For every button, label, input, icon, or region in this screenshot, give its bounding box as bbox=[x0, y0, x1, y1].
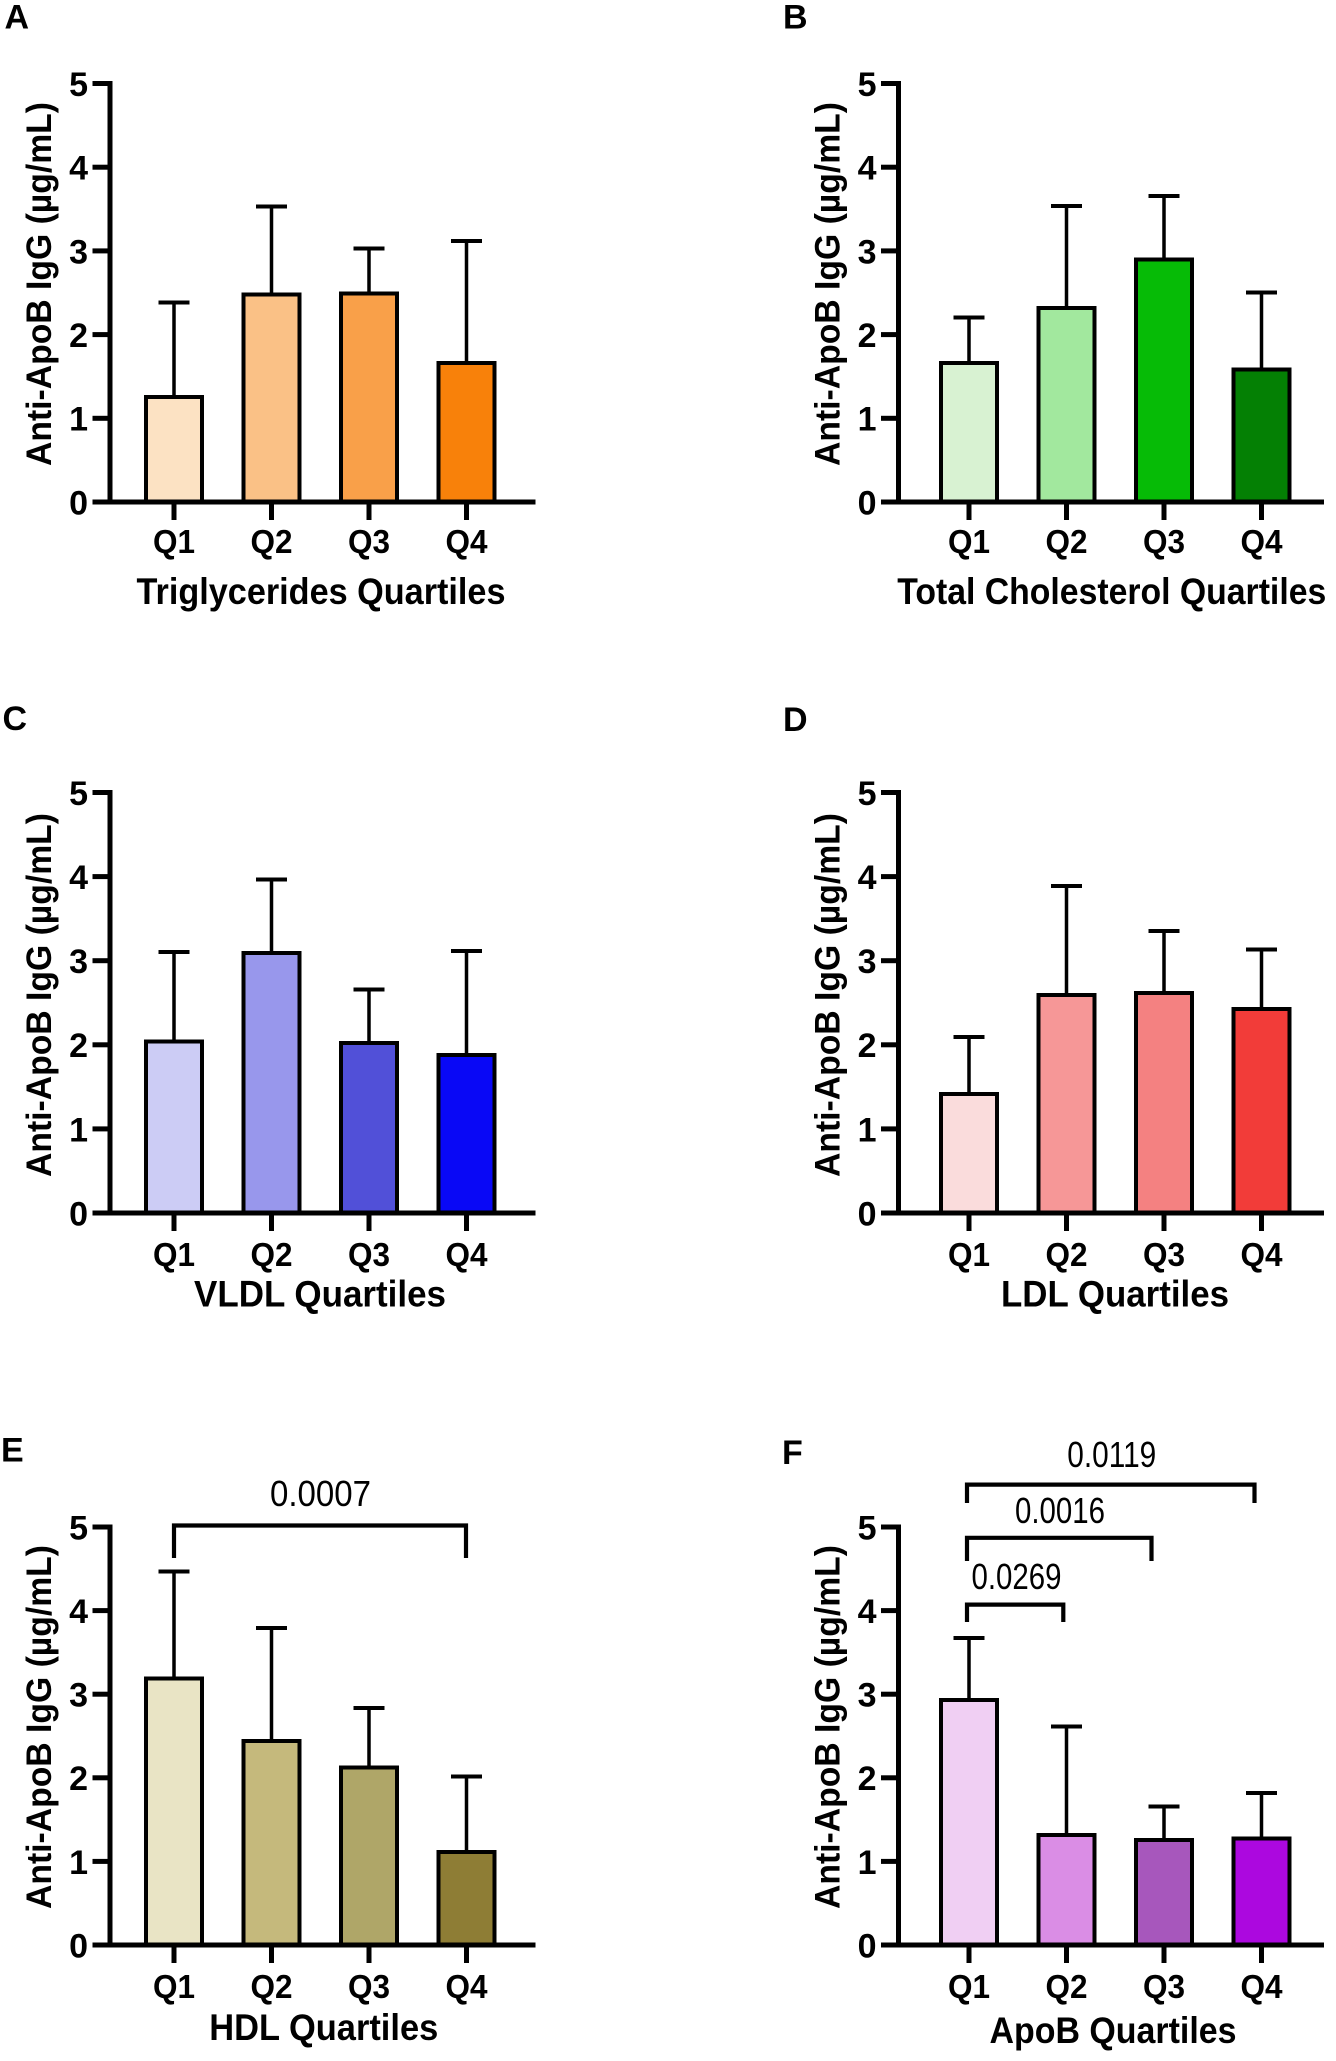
svg-text:Q4: Q4 bbox=[446, 1236, 489, 1273]
svg-text:Triglycerides Quartiles: Triglycerides Quartiles bbox=[137, 571, 506, 612]
svg-text:Q2: Q2 bbox=[251, 523, 293, 560]
svg-text:3: 3 bbox=[858, 943, 877, 981]
svg-text:0: 0 bbox=[69, 1927, 88, 1965]
svg-text:C: C bbox=[3, 700, 28, 738]
svg-text:2: 2 bbox=[858, 1760, 877, 1798]
svg-text:ApoB Quartiles: ApoB Quartiles bbox=[990, 2010, 1237, 2051]
svg-text:0: 0 bbox=[858, 1195, 877, 1233]
svg-text:5: 5 bbox=[69, 1509, 88, 1547]
svg-text:Q2: Q2 bbox=[251, 1236, 293, 1273]
svg-text:1: 1 bbox=[69, 1111, 88, 1149]
svg-text:0: 0 bbox=[858, 1927, 877, 1965]
svg-text:4: 4 bbox=[69, 859, 88, 897]
svg-text:5: 5 bbox=[69, 66, 88, 104]
svg-text:Q1: Q1 bbox=[153, 1236, 195, 1273]
svg-text:Q4: Q4 bbox=[446, 523, 489, 560]
svg-text:3: 3 bbox=[69, 943, 88, 981]
svg-text:1: 1 bbox=[69, 1844, 88, 1882]
svg-text:Q2: Q2 bbox=[1046, 523, 1088, 560]
svg-text:5: 5 bbox=[858, 66, 877, 104]
svg-text:0.0016: 0.0016 bbox=[1015, 1490, 1105, 1531]
svg-text:Q4: Q4 bbox=[1241, 523, 1284, 560]
svg-text:1: 1 bbox=[69, 401, 88, 439]
svg-text:0: 0 bbox=[69, 1195, 88, 1233]
svg-text:Q2: Q2 bbox=[1046, 1236, 1088, 1273]
svg-text:Q1: Q1 bbox=[948, 1236, 990, 1273]
svg-text:2: 2 bbox=[69, 1760, 88, 1798]
svg-text:Q3: Q3 bbox=[348, 523, 390, 560]
svg-text:1: 1 bbox=[858, 1844, 877, 1882]
svg-text:E: E bbox=[1, 1432, 24, 1470]
svg-text:Q2: Q2 bbox=[1046, 1968, 1088, 2005]
svg-text:5: 5 bbox=[858, 1509, 877, 1547]
svg-text:F: F bbox=[782, 1434, 803, 1472]
svg-text:A: A bbox=[5, 0, 30, 37]
svg-text:Q1: Q1 bbox=[948, 1968, 990, 2005]
svg-text:Q4: Q4 bbox=[446, 1968, 489, 2005]
svg-text:4: 4 bbox=[858, 150, 877, 188]
svg-text:Anti-ApoB IgG (µg/mL): Anti-ApoB IgG (µg/mL) bbox=[809, 813, 848, 1177]
svg-text:0.0119: 0.0119 bbox=[1067, 1434, 1156, 1475]
svg-text:Anti-ApoB IgG (µg/mL): Anti-ApoB IgG (µg/mL) bbox=[20, 102, 59, 466]
svg-text:Anti-ApoB IgG (µg/mL): Anti-ApoB IgG (µg/mL) bbox=[20, 1545, 59, 1909]
svg-text:2: 2 bbox=[858, 1027, 877, 1065]
svg-text:5: 5 bbox=[69, 775, 88, 813]
svg-text:0: 0 bbox=[69, 484, 88, 522]
svg-text:3: 3 bbox=[858, 1677, 877, 1715]
svg-text:5: 5 bbox=[858, 775, 877, 813]
svg-text:1: 1 bbox=[858, 401, 877, 439]
svg-text:2: 2 bbox=[858, 317, 877, 355]
svg-text:Q3: Q3 bbox=[348, 1968, 390, 2005]
svg-text:Total Cholesterol Quartiles: Total Cholesterol Quartiles bbox=[897, 571, 1326, 612]
svg-text:3: 3 bbox=[69, 1677, 88, 1715]
svg-text:Anti-ApoB IgG (µg/mL): Anti-ApoB IgG (µg/mL) bbox=[809, 1545, 848, 1909]
svg-text:HDL Quartiles: HDL Quartiles bbox=[209, 2007, 438, 2048]
svg-text:LDL Quartiles: LDL Quartiles bbox=[1001, 1274, 1229, 1315]
svg-text:4: 4 bbox=[858, 1593, 877, 1631]
svg-text:4: 4 bbox=[69, 1593, 88, 1631]
svg-text:Q3: Q3 bbox=[348, 1236, 390, 1273]
svg-text:Q4: Q4 bbox=[1241, 1968, 1284, 2005]
svg-text:Q2: Q2 bbox=[251, 1968, 293, 2005]
svg-text:Q3: Q3 bbox=[1143, 523, 1185, 560]
svg-text:3: 3 bbox=[69, 233, 88, 271]
svg-text:Q3: Q3 bbox=[1143, 1236, 1185, 1273]
svg-text:Q1: Q1 bbox=[153, 523, 195, 560]
svg-text:B: B bbox=[783, 0, 808, 37]
svg-text:3: 3 bbox=[858, 233, 877, 271]
svg-text:1: 1 bbox=[858, 1111, 877, 1149]
svg-text:0.0269: 0.0269 bbox=[972, 1556, 1062, 1597]
svg-text:4: 4 bbox=[69, 150, 88, 188]
svg-text:2: 2 bbox=[69, 1027, 88, 1065]
svg-text:4: 4 bbox=[858, 859, 877, 897]
svg-text:0.0007: 0.0007 bbox=[270, 1473, 371, 1514]
svg-text:Q1: Q1 bbox=[153, 1968, 195, 2005]
svg-text:Anti-ApoB IgG (µg/mL): Anti-ApoB IgG (µg/mL) bbox=[20, 813, 59, 1177]
svg-text:Q4: Q4 bbox=[1241, 1236, 1284, 1273]
svg-text:0: 0 bbox=[858, 484, 877, 522]
svg-text:Q1: Q1 bbox=[948, 523, 990, 560]
svg-text:D: D bbox=[783, 701, 808, 739]
svg-text:Anti-ApoB IgG (µg/mL): Anti-ApoB IgG (µg/mL) bbox=[809, 102, 848, 466]
svg-text:Q3: Q3 bbox=[1143, 1968, 1185, 2005]
svg-text:VLDL Quartiles: VLDL Quartiles bbox=[194, 1274, 446, 1315]
svg-text:2: 2 bbox=[69, 317, 88, 355]
